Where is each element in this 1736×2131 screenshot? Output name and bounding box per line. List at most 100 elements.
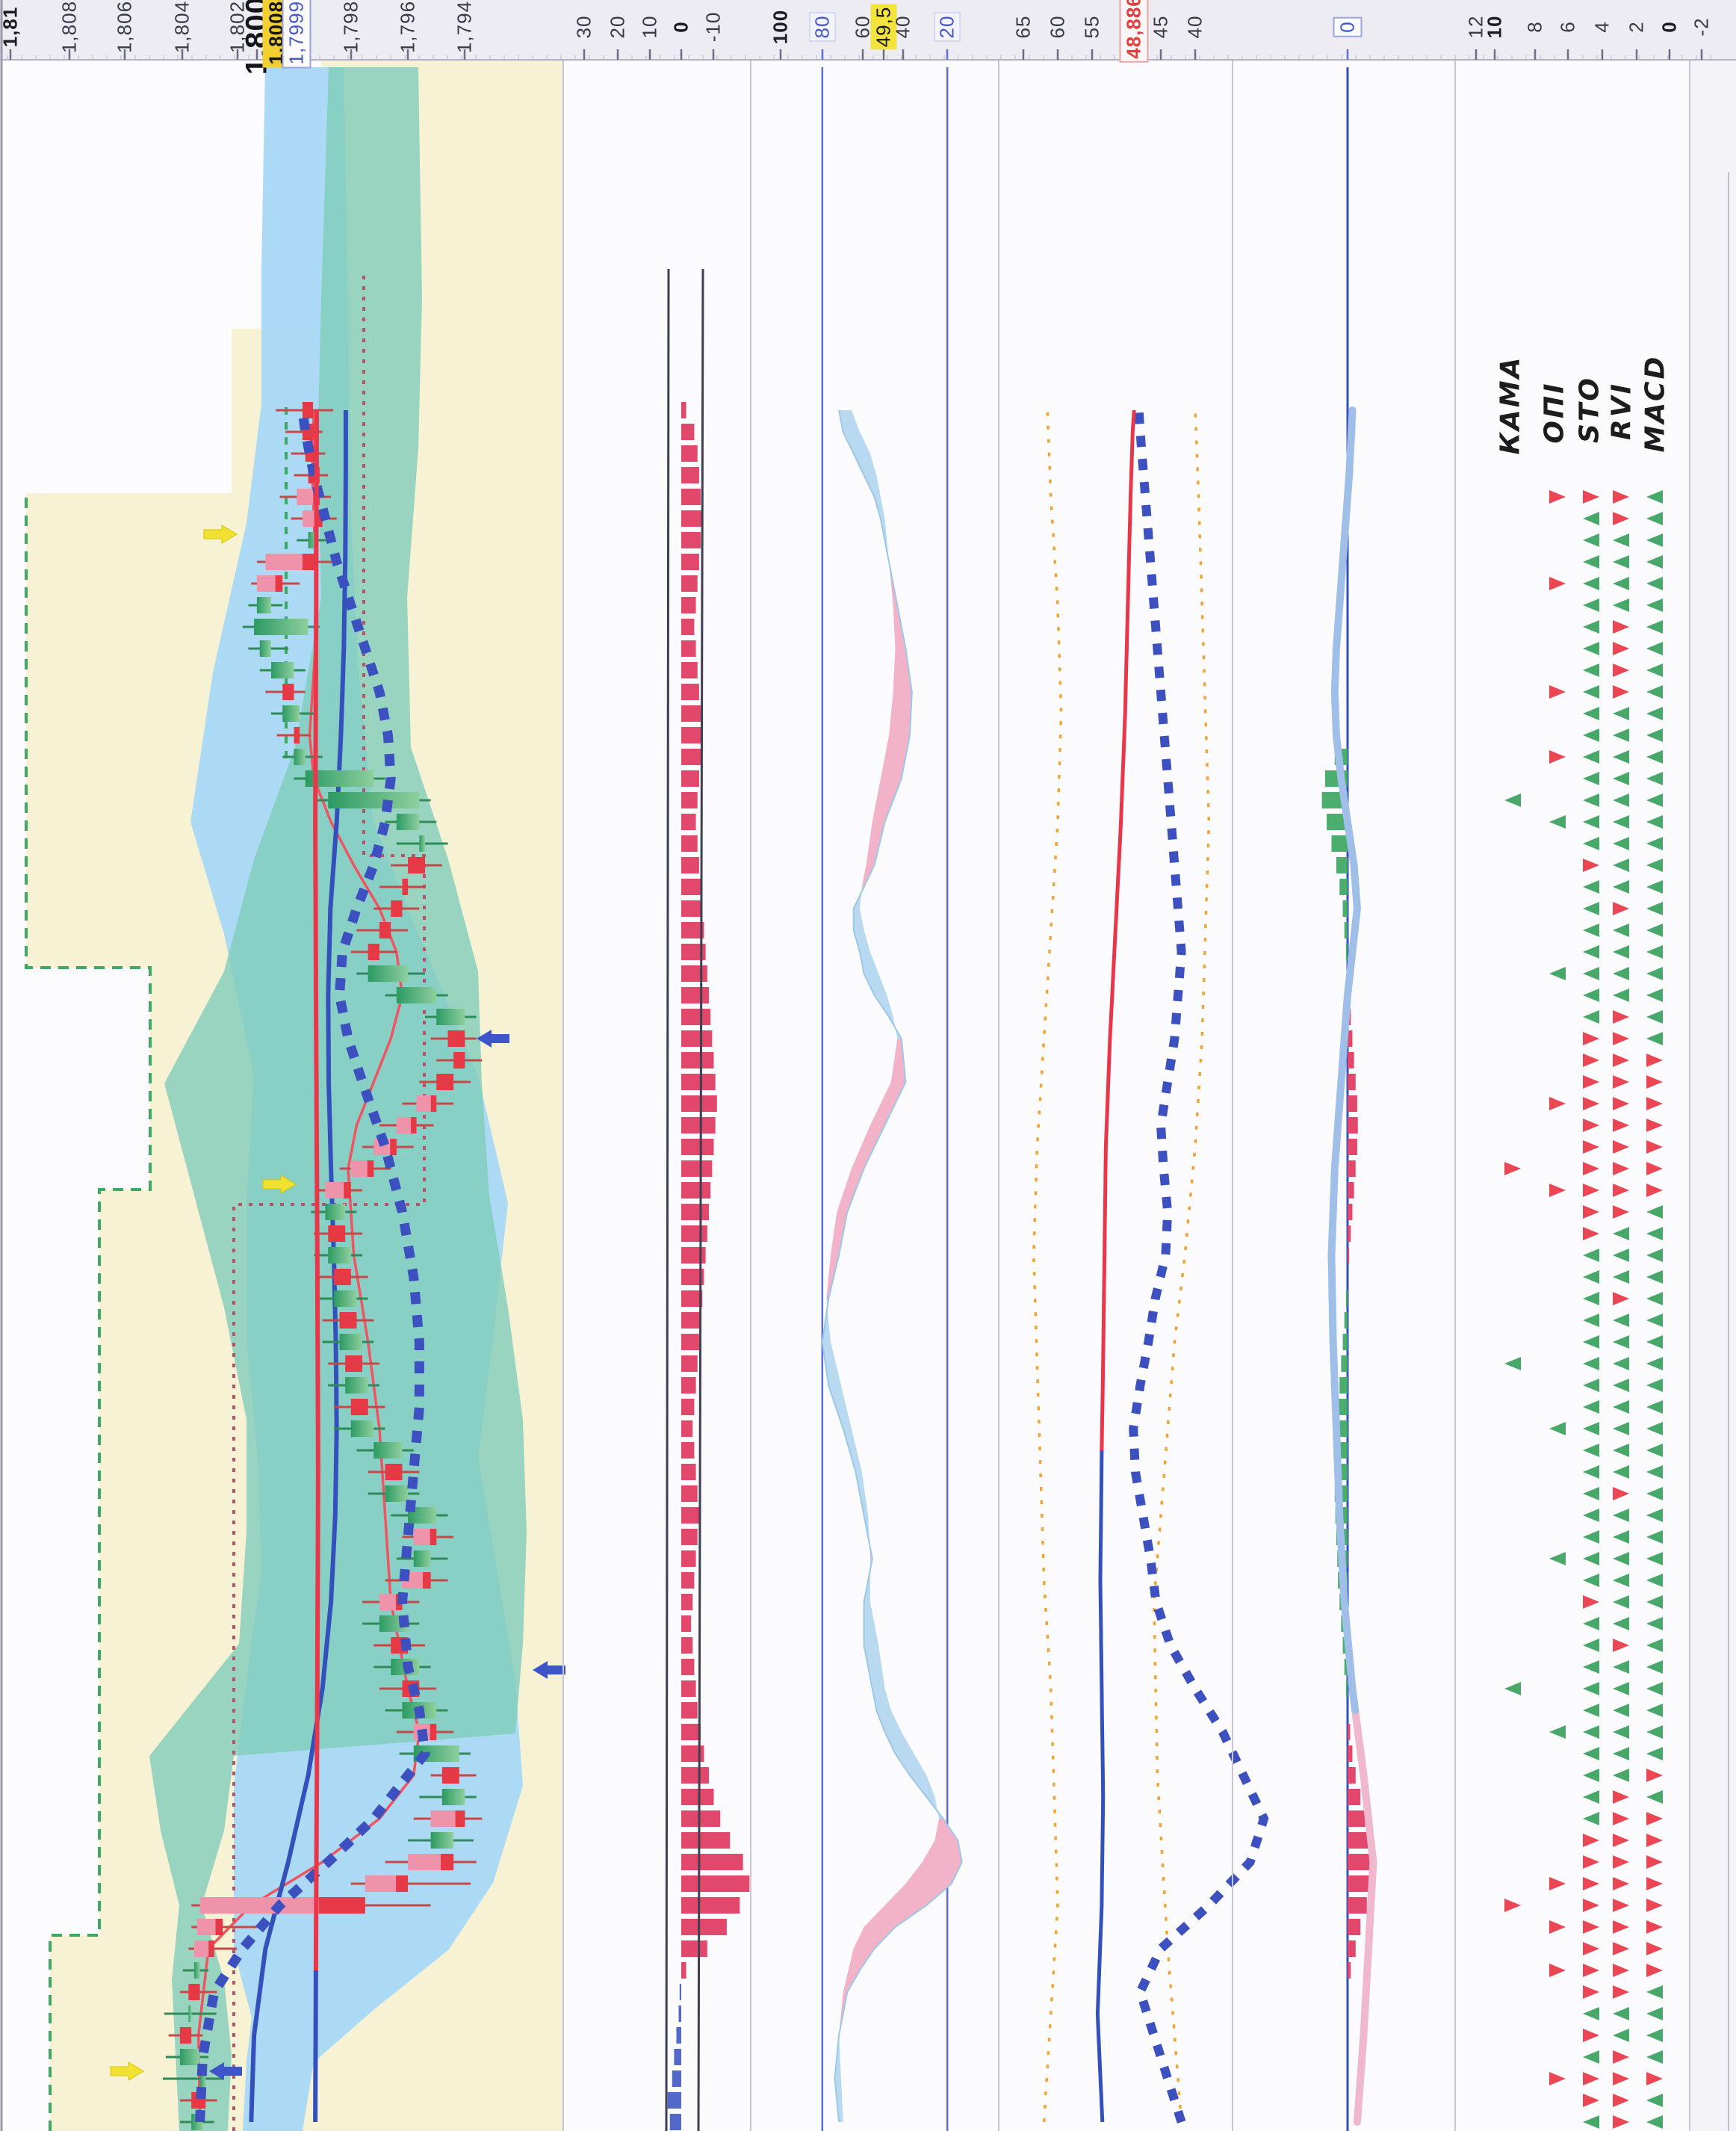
stoch-ribbon [922,1840,962,1862]
buy-signal-triangle [1613,1660,1629,1674]
buy-signal-triangle [1549,1552,1566,1565]
candle-body-bear [402,879,409,895]
sell-signal-triangle [1613,1184,1629,1197]
macd-bar [1348,1095,1357,1112]
candle-body-bull [368,965,409,982]
axis-label-signals-10: 10 [1483,15,1506,39]
candle-body-bear [368,944,379,960]
buy-signal-triangle [1583,1292,1599,1305]
candle-body-bull [188,2005,192,2022]
buy-signal-triangle [1646,1400,1663,1414]
buy-arrow-blue [533,1661,565,1679]
candle-body-bull [419,835,425,852]
macd-bar [1341,1355,1348,1372]
buy-signal-triangle [1646,1227,1663,1240]
buy-signal-triangle [1613,837,1629,850]
buy-signal-triangle [1646,1444,1663,1457]
sell-signal-triangle [1613,1812,1629,1825]
osma-bar [676,2027,681,2044]
buy-signal-triangle [1583,967,1599,980]
stoch-k-line [821,409,963,2123]
sell-signal-triangle [1613,664,1629,677]
buy-signal-triangle [1583,642,1599,655]
envelope-band-teal [149,67,527,2131]
sell-signal-triangle [1613,1942,1629,1955]
osma-bar [681,597,696,613]
macd-bar [1348,1875,1372,1892]
rvi-line-old-blue [1095,1450,1106,2123]
buy-signal-triangle [1613,1357,1629,1370]
candle-body-bull [345,1377,368,1394]
sell-signal-triangle [1646,1899,1663,1912]
stoch-ribbon [884,1884,952,1905]
sell-signal-triangle [1549,1097,1566,1110]
axis-label-price-1808: 1,808 [58,0,81,54]
osma-bar [681,489,701,505]
buy-signal-triangle [1646,555,1663,569]
buy-signal-triangle [1613,533,1629,547]
osma-bar [681,1464,696,1480]
buy-signal-triangle [1583,1769,1599,1782]
buy-signal-triangle [1613,924,1629,937]
buy-arrow-blue [209,2062,242,2080]
stoch-ribbon [874,497,885,519]
osma-bar [681,1312,701,1329]
osma-bar [681,1767,709,1784]
sell-signal-triangle [1613,2094,1629,2107]
osma-bar [681,1854,743,1870]
buy-signal-triangle [1646,2029,1663,2042]
buy-signal-triangle [1613,1725,1629,1739]
candle-body-bear-close [411,1117,417,1133]
osma-bar [681,662,698,678]
osma-bar [674,2049,681,2065]
macd-bar [1344,1659,1348,1675]
handwritten-label-ОПІ: ОПІ [1539,381,1570,444]
buy-signal-triangle [1613,967,1629,980]
stoch-ribbon [869,1104,896,1125]
sell-arrow-yellow [262,1175,297,1194]
stoch-ribbon [905,1862,962,1884]
axis-label-rvi-60: 60 [1046,15,1069,39]
buy-signal-triangle [1583,1487,1599,1500]
osma-bar [681,1745,704,1762]
handwritten-label-MACD: MACD [1640,354,1671,453]
sell-signal-triangle [1583,1877,1599,1890]
sell-signal-triangle [1504,1899,1521,1912]
osma-bar [681,1659,695,1675]
sell-signal-triangle [1613,1877,1629,1890]
sell-signal-triangle [1646,1075,1663,1089]
buy-signal-triangle [1646,1292,1663,1305]
buy-signal-triangle [1583,577,1599,590]
stoch-ribbon [894,627,906,649]
rvi-lower-envelope [1153,409,1211,2123]
stoch-ribbon [853,454,877,475]
candle-body-bull [179,2049,200,2065]
buy-signal-triangle [1583,1444,1599,1457]
axis-label-stochastic-80: 80 [809,12,836,42]
buy-signal-triangle [1583,2115,1599,2129]
sell-signal-triangle [1613,1964,1629,1977]
candle-body-bull [413,1550,431,1567]
sell-signal-triangle [1549,1184,1566,1197]
stoch-ribbon [890,1060,906,1082]
stoch-ribbon [849,1450,862,1472]
candle-body-bull [325,1204,346,1220]
osma-bar [681,1139,714,1155]
buy-signal-triangle [1646,1617,1663,1630]
axis-label-price-1806: 1,806 [113,0,136,54]
candle-body-bear-close [422,1572,431,1589]
osma-bar [681,965,707,982]
axis-label-signals-6: 6 [1556,21,1579,33]
macd-bar [1345,944,1348,960]
axis-label-price-1796: 1,796 [396,0,419,54]
candle-body-bear-close [275,575,283,592]
stoch-ribbon [864,1905,927,1927]
candle-body-bear-close [430,1095,437,1112]
stoch-ribbon [864,1602,875,1624]
buy-signal-triangle [1613,1227,1629,1240]
stoch-ribbon [864,974,887,995]
candle-body-bull [430,1832,454,1849]
sell-signal-triangle [1613,1140,1629,1154]
sell-signal-triangle [1613,1639,1629,1652]
stoch-ribbon [853,1927,896,1949]
